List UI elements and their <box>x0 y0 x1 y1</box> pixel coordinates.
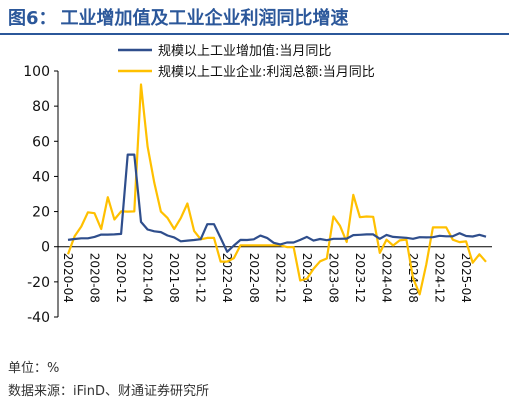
x-tick-label: 2022-12 <box>273 253 287 303</box>
chart-title: 图6： 工业增加值及工业企业利润同比增速 <box>8 4 349 30</box>
y-tick-label: -40 <box>27 310 50 326</box>
source-note: 数据来源：iFinD、财通证券研究所 <box>8 384 210 399</box>
legend-label: 规模以上工业企业:利润总额:当月同比 <box>158 64 375 80</box>
title-divider <box>0 33 509 35</box>
figure-number: 图6： <box>8 8 57 29</box>
legend-label: 规模以上工业增加值:当月同比 <box>158 43 331 59</box>
x-tick-label: 2022-04 <box>220 253 234 303</box>
x-tick-label: 2023-08 <box>326 253 340 303</box>
y-tick-label: 0 <box>41 240 50 256</box>
y-tick-label: 100 <box>23 64 50 80</box>
y-tick-label: 80 <box>32 99 50 115</box>
series-industrial-profit-line <box>66 83 487 296</box>
x-tick-label: 2020-08 <box>88 253 102 303</box>
x-tick-label: 2020-04 <box>61 253 75 303</box>
x-tick-label: 2020-12 <box>114 253 128 303</box>
x-tick-label: 2022-08 <box>247 253 261 303</box>
y-tick-label: 20 <box>32 205 50 221</box>
y-tick-label: -20 <box>27 275 50 291</box>
series-industrial-value-added-line <box>67 153 487 253</box>
y-tick-label: 40 <box>32 169 50 185</box>
unit-note: 单位：% <box>8 361 60 376</box>
x-tick-label: 2021-08 <box>167 253 181 303</box>
x-tick-label: 2021-12 <box>194 253 208 303</box>
y-tick-label: 60 <box>32 134 50 150</box>
x-tick-label: 2025-04 <box>459 253 473 303</box>
x-tick-label: 2024-04 <box>379 253 393 303</box>
x-tick-label: 2024-12 <box>433 253 447 303</box>
line-chart: -40 -20 0 20 40 60 80 100 2020-04 2020-08 2020-12 2… <box>23 43 492 326</box>
figure-title: 工业增加值及工业企业利润同比增速 <box>60 8 349 29</box>
x-tick-label: 2023-12 <box>353 253 367 303</box>
x-tick-label: 2021-04 <box>141 253 155 303</box>
